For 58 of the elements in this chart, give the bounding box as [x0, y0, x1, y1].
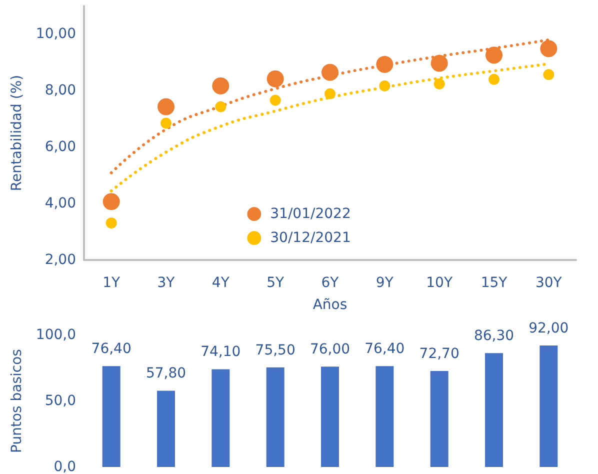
bar	[485, 353, 503, 467]
y-axis-title: Rentabilidad (%)	[9, 74, 25, 192]
x-tick-label: 4Y	[212, 275, 230, 291]
legend-label: 30/12/2021	[270, 230, 351, 246]
bar	[102, 366, 120, 467]
y-tick-label: 2,00	[44, 252, 76, 268]
point	[543, 69, 554, 80]
point	[212, 77, 230, 94]
data-label: 74,10	[200, 344, 241, 360]
point	[376, 56, 394, 73]
y-tick-label: 10,00	[36, 26, 76, 42]
point	[160, 118, 172, 129]
bar	[266, 367, 284, 467]
point	[434, 78, 445, 90]
data-label: 92,00	[528, 320, 569, 337]
point	[270, 94, 281, 106]
point	[486, 46, 502, 64]
x-tick-label: 30Y	[535, 275, 562, 291]
y-axis-title: Puntos basicos	[9, 349, 25, 453]
point	[158, 98, 174, 116]
data-label: 72,70	[419, 346, 460, 362]
bar	[430, 371, 448, 467]
x-tick-label: 15Y	[480, 275, 508, 291]
x-axis-title: Años	[312, 297, 348, 313]
point	[488, 74, 500, 85]
x-tick-label: 1Y	[102, 275, 121, 291]
data-label: 76,00	[310, 342, 350, 358]
bar	[376, 366, 394, 467]
bar	[321, 366, 339, 467]
point	[322, 64, 338, 81]
x-tick-label: 5Y	[266, 275, 285, 291]
point	[215, 101, 226, 112]
point	[106, 218, 117, 229]
x-tick-label: 6Y	[321, 275, 340, 291]
data-label: 76,40	[364, 341, 405, 358]
bar	[157, 390, 175, 467]
y-tick-label: 100,0	[36, 327, 76, 343]
y-tick-label: 6,00	[44, 139, 76, 156]
y-tick-label: 8,00	[44, 82, 76, 99]
point	[266, 70, 284, 88]
data-label: 86,30	[474, 328, 514, 344]
point	[324, 88, 336, 100]
bar	[540, 346, 558, 467]
x-tick-label: 9Y	[376, 275, 394, 291]
x-tick-label: 3Y	[157, 275, 176, 291]
y-tick-label: 4,00	[44, 196, 76, 212]
data-label: 57,80	[146, 366, 186, 382]
y-tick-label: 50,0	[44, 393, 76, 409]
data-label: 75,50	[255, 342, 296, 358]
point	[102, 193, 120, 210]
bar	[212, 369, 230, 467]
point	[379, 80, 390, 92]
data-label: 76,40	[91, 341, 132, 358]
point	[430, 54, 448, 72]
point	[540, 40, 558, 58]
x-tick-label: 10Y	[426, 275, 453, 291]
y-tick-label: 0,0	[54, 459, 76, 474]
legend-label: 31/01/2022	[270, 206, 351, 222]
